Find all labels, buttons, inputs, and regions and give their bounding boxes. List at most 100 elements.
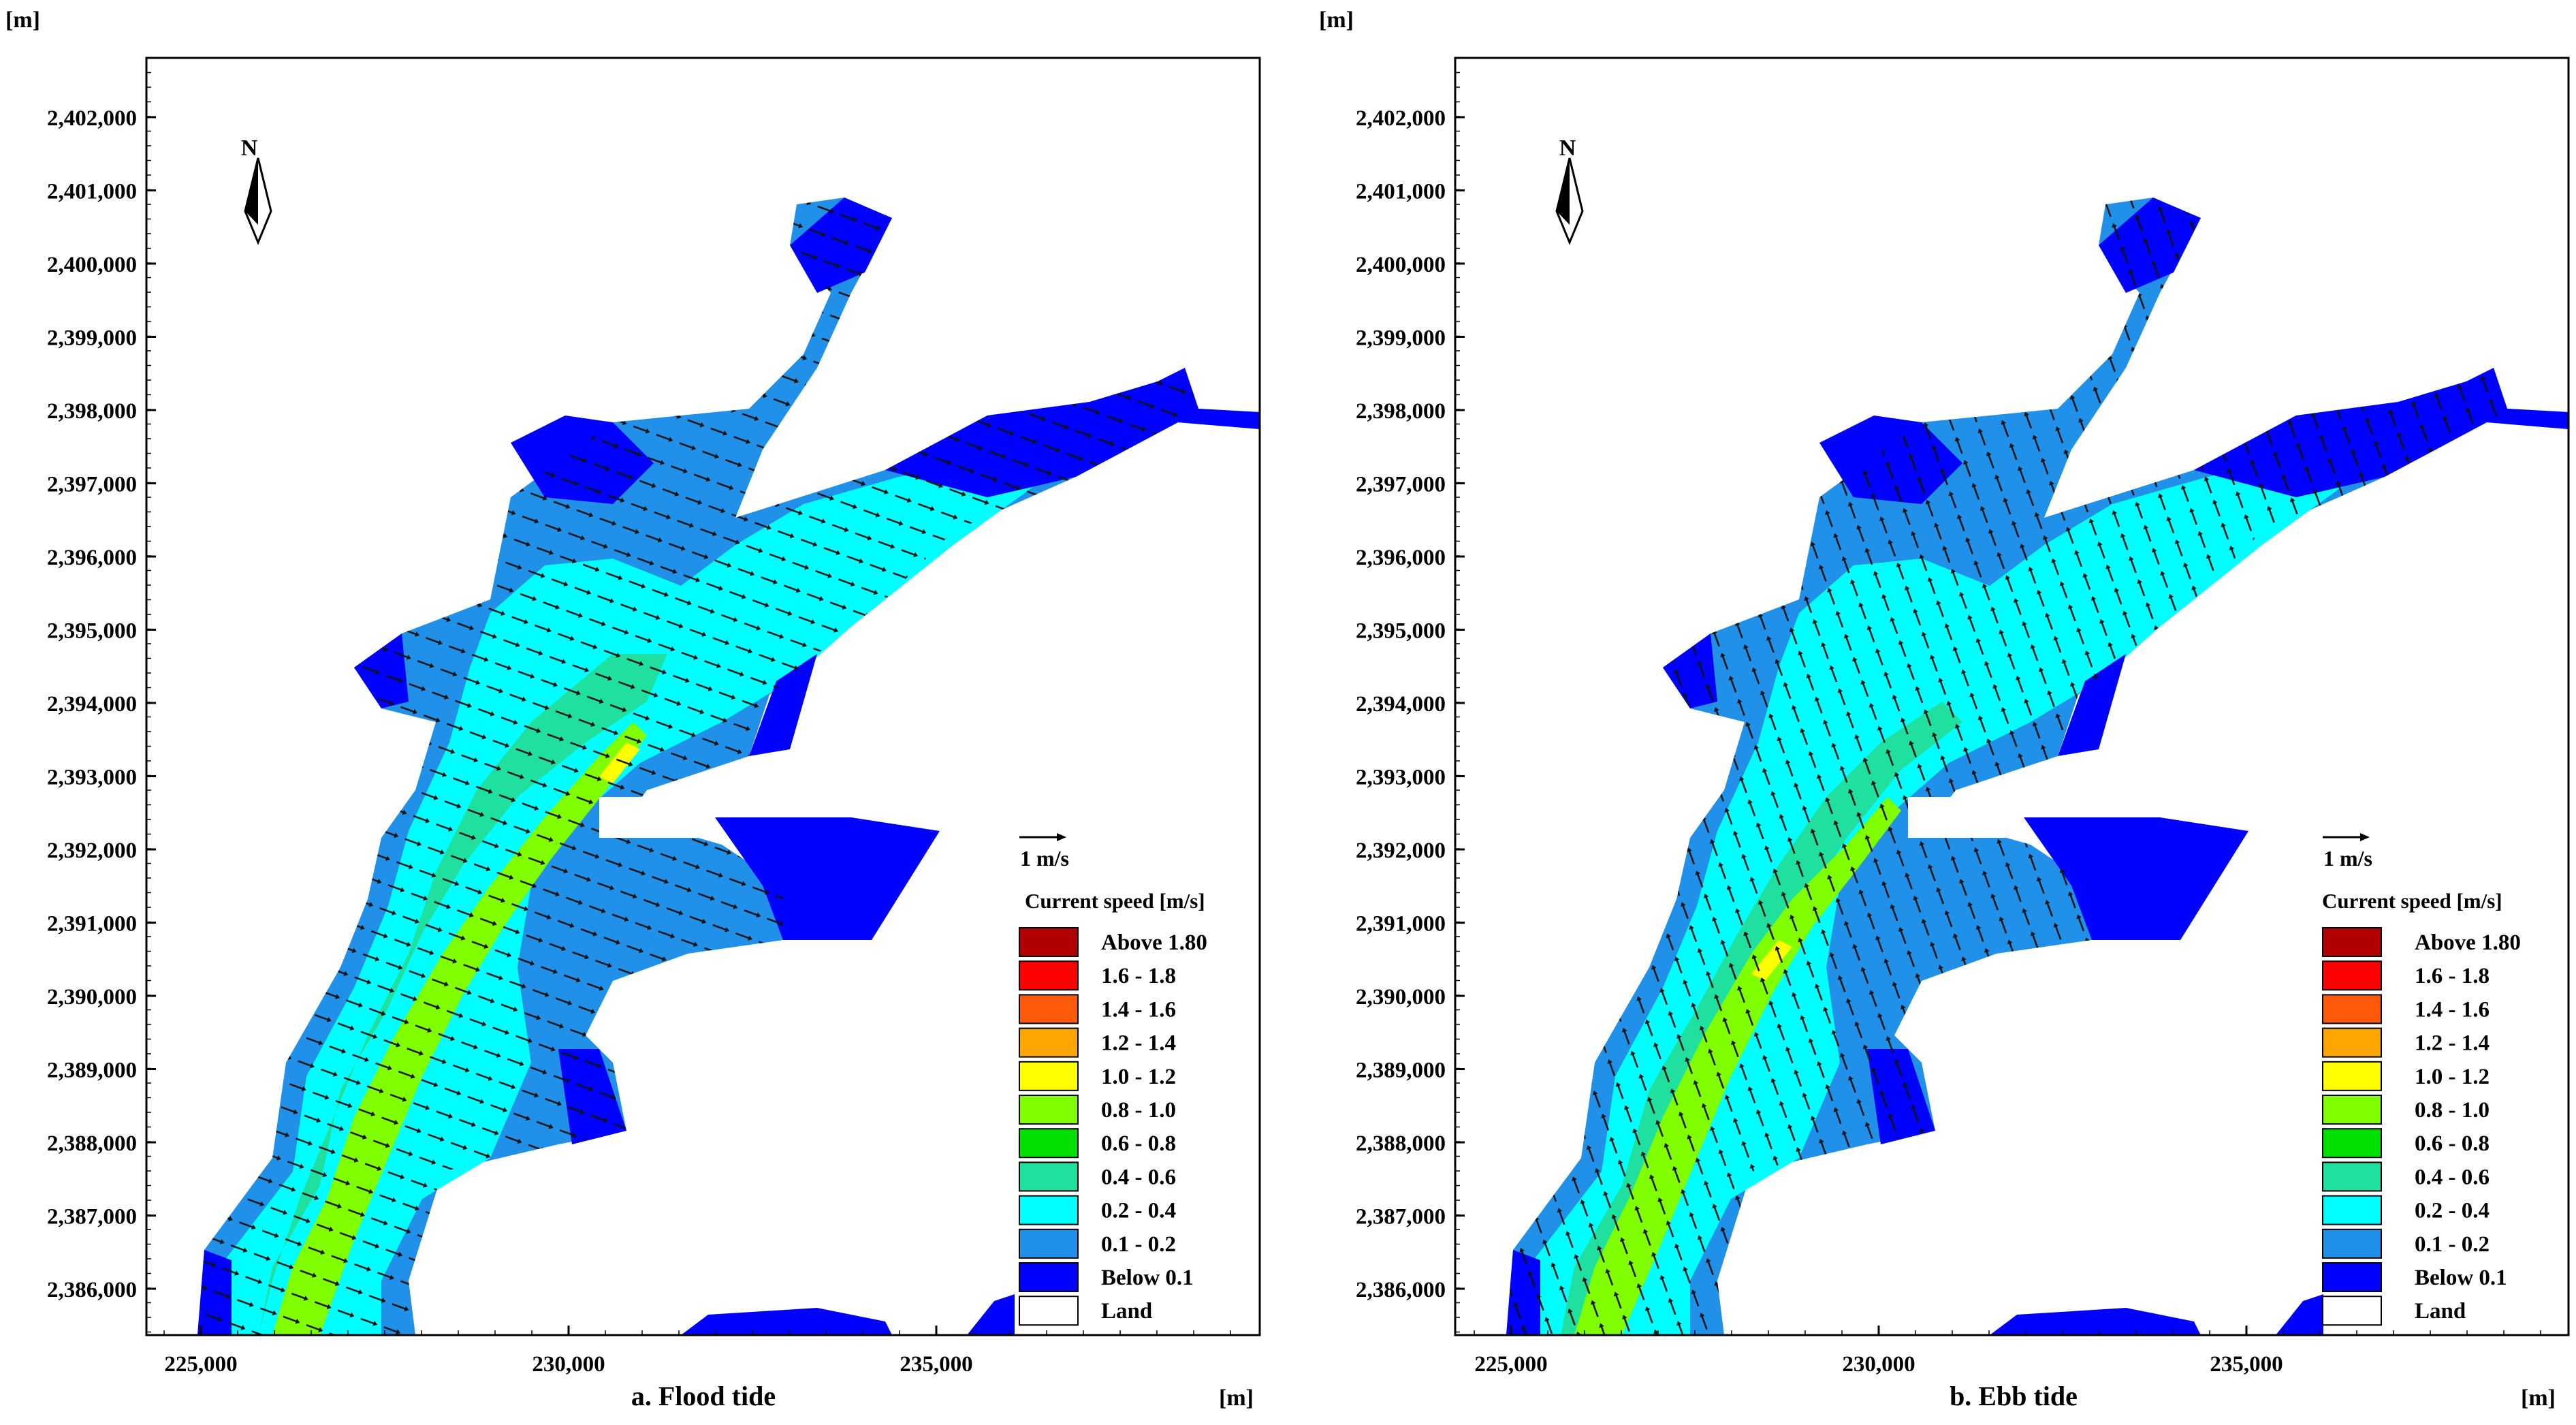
legend-swatch xyxy=(2322,1228,2382,1259)
legend-swatch xyxy=(1019,1195,1079,1225)
y-tick-label: 2,391,000 xyxy=(1356,912,1446,937)
legend-swatch xyxy=(1019,1027,1079,1058)
legend-item-label: 0.4 - 0.6 xyxy=(1101,1165,1176,1189)
low-speed-patch xyxy=(2024,817,2248,940)
legend-item-label: Above 1.80 xyxy=(2415,930,2521,955)
legend-swatch xyxy=(1019,1161,1079,1192)
x-axis: 225,000 230,000 235,000 xyxy=(163,1326,1231,1377)
legend-item-label: 1.2 - 1.4 xyxy=(1101,1031,1176,1056)
legend-item-label: Land xyxy=(2415,1299,2466,1324)
low-speed-patch xyxy=(749,654,817,756)
y-tick-label: 2,398,000 xyxy=(47,399,137,424)
vector-scale-label: 1 m/s xyxy=(1020,846,1069,871)
y-tick-label: 2,391,000 xyxy=(47,912,137,937)
panel-caption: b. Ebb tide xyxy=(1950,1381,2078,1411)
legend-item-label: 0.6 - 0.8 xyxy=(1101,1131,1176,1156)
legend-swatch xyxy=(1019,1228,1079,1259)
legend-item-label: 1.0 - 1.2 xyxy=(1101,1065,1176,1089)
x-unit-label: [m] xyxy=(1219,1385,1254,1411)
y-tick-label: 2,386,000 xyxy=(1356,1278,1446,1302)
x-tick-label: 235,000 xyxy=(2210,1352,2283,1377)
legend-swatch xyxy=(2322,1296,2382,1326)
y-tick-label: 2,397,000 xyxy=(47,473,137,497)
y-axis: 2,402,000 2,401,000 2,400,000 2,399,000 2,39… xyxy=(47,57,156,1333)
legend-item-label: 0.8 - 1.0 xyxy=(2415,1098,2490,1123)
estuary-map xyxy=(197,198,1260,1335)
y-tick-label: 2,395,000 xyxy=(47,619,137,644)
y-tick-label: 2,389,000 xyxy=(1356,1059,1446,1083)
legend-item-label: 1.6 - 1.8 xyxy=(2415,964,2490,988)
legend-swatch xyxy=(2322,960,2382,991)
legend-item-label: Below 0.1 xyxy=(2415,1266,2507,1290)
panel-caption: a. Flood tide xyxy=(631,1381,776,1411)
y-tick-label: 2,401,000 xyxy=(47,180,137,204)
map-frame xyxy=(145,57,1261,1336)
north-arrow: N xyxy=(1555,136,1584,245)
legend-swatch xyxy=(1019,994,1079,1024)
legend-swatch xyxy=(2322,1061,2382,1091)
y-tick-label: 2,393,000 xyxy=(1356,766,1446,790)
current-vectors xyxy=(1506,198,2507,1335)
x-unit-label: [m] xyxy=(2521,1385,2556,1411)
legend-item-label: Above 1.80 xyxy=(1101,930,1207,955)
low-speed-patch xyxy=(1990,1308,2201,1335)
legend-item-label: 0.2 - 0.4 xyxy=(2415,1199,2490,1223)
legend-swatch xyxy=(2322,927,2382,957)
legend-item-label: 0.1 - 0.2 xyxy=(1101,1232,1176,1257)
low-speed-patch xyxy=(967,1294,1015,1335)
x-tick-label: 235,000 xyxy=(900,1352,972,1377)
vector-scale-label: 1 m/s xyxy=(2323,846,2372,871)
y-tick-label: 2,386,000 xyxy=(47,1278,137,1302)
legend-swatch xyxy=(1019,960,1079,991)
y-tick-label: 2,398,000 xyxy=(1356,399,1446,424)
y-tick-label: 2,390,000 xyxy=(47,985,137,1009)
map-panel-ebb: [m] 2,402,000 2,401,000 2,400,000 2,399,000… xyxy=(1288,0,2576,1425)
legend-item-label: 1.6 - 1.8 xyxy=(1101,964,1176,988)
y-tick-label: 2,401,000 xyxy=(1356,180,1446,204)
legend-swatch xyxy=(2322,1195,2382,1225)
legend-title: Current speed [m/s] xyxy=(2322,889,2502,913)
x-tick-label: 230,000 xyxy=(1842,1352,1915,1377)
low-speed-patch xyxy=(715,817,940,940)
x-tick-label: 230,000 xyxy=(532,1352,605,1377)
y-axis: 2,402,000 2,401,000 2,400,000 2,399,000 2,39… xyxy=(1356,57,1465,1333)
y-tick-label: 2,394,000 xyxy=(1356,692,1446,717)
y-unit-label: [m] xyxy=(1319,7,1354,33)
y-tick-label: 2,388,000 xyxy=(47,1131,137,1156)
y-tick-label: 2,397,000 xyxy=(1356,473,1446,497)
y-tick-label: 2,387,000 xyxy=(1356,1205,1446,1230)
legend-swatch xyxy=(1019,927,1079,957)
y-tick-label: 2,395,000 xyxy=(1356,619,1446,644)
legend-item-label: 0.4 - 0.6 xyxy=(2415,1165,2490,1189)
y-tick-label: 2,393,000 xyxy=(47,766,137,790)
legend-item-label: 0.1 - 0.2 xyxy=(2415,1232,2490,1257)
y-tick-label: 2,387,000 xyxy=(47,1205,137,1230)
y-unit-label: [m] xyxy=(5,7,40,33)
legend-swatch xyxy=(1019,1262,1079,1292)
vector-scale: 1 m/s xyxy=(2323,833,2372,871)
vector-scale: 1 m/s xyxy=(1019,833,1069,871)
legend: Current speed [m/s] Above 1.80 1.6 - 1.8 1… xyxy=(2322,889,2521,1326)
legend-item-label: 0.8 - 1.0 xyxy=(1101,1098,1176,1123)
current-vectors xyxy=(197,198,1198,1335)
legend-swatch xyxy=(2322,1262,2382,1292)
y-tick-label: 2,400,000 xyxy=(47,253,137,277)
legend-item-label: 1.0 - 1.2 xyxy=(2415,1065,2490,1089)
legend-swatch xyxy=(2322,1128,2382,1159)
legend-title: Current speed [m/s] xyxy=(1025,889,1205,913)
legend-swatch xyxy=(2322,1027,2382,1058)
y-tick-label: 2,390,000 xyxy=(1356,985,1446,1009)
legend-swatch xyxy=(1019,1095,1079,1125)
estuary-map xyxy=(1506,198,2569,1335)
low-speed-patch xyxy=(681,1308,892,1335)
land-notch xyxy=(1908,797,2017,838)
legend-swatch xyxy=(1019,1061,1079,1091)
y-tick-label: 2,399,000 xyxy=(47,326,137,351)
legend-item-label: 1.4 - 1.6 xyxy=(2415,997,2490,1022)
legend-swatch xyxy=(1019,1128,1079,1159)
legend-item-label: 1.2 - 1.4 xyxy=(2415,1031,2490,1056)
north-label: N xyxy=(241,136,258,161)
legend-item-label: 0.6 - 0.8 xyxy=(2415,1131,2490,1156)
y-tick-label: 2,400,000 xyxy=(1356,253,1446,277)
y-tick-label: 2,392,000 xyxy=(1356,839,1446,863)
